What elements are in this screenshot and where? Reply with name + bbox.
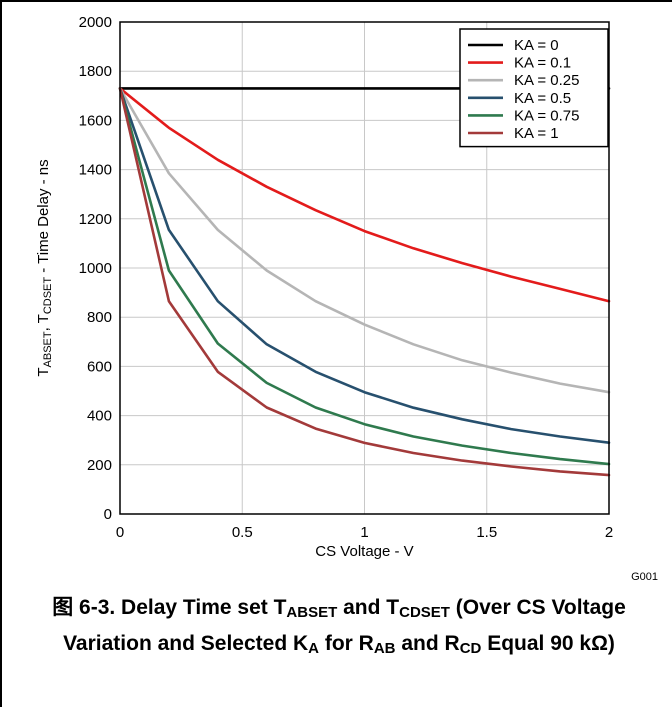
caption-text: (Over CS Voltage Variation and Selected … <box>63 596 626 655</box>
y-tick-label: 0 <box>104 506 112 523</box>
legend-label-5: KA = 1 <box>514 125 559 142</box>
series-line-3 <box>118 87 611 445</box>
figure-caption: 图 6-3. Delay Time set TABSET and TCDSET … <box>8 592 670 664</box>
y-axis-label-part: ABSET <box>42 331 54 367</box>
x-tick-label: 1.5 <box>476 524 497 541</box>
y-tick-label: 1400 <box>79 162 112 179</box>
caption-subscript: CDSET <box>399 604 450 621</box>
y-tick-label: 1800 <box>79 63 112 80</box>
page-frame-left <box>0 0 2 707</box>
caption-text: 图 6-3. Delay Time set T <box>52 596 287 619</box>
y-axis-label-part: T <box>35 367 52 376</box>
y-axis-label-part: , T <box>35 314 52 331</box>
legend-label-4: KA = 0.75 <box>514 107 579 124</box>
caption-text: for R <box>319 632 374 655</box>
caption-text: and T <box>337 596 400 619</box>
y-tick-label: 1600 <box>79 112 112 129</box>
y-tick-label: 2000 <box>79 14 112 31</box>
figure-code: G001 <box>631 571 658 583</box>
caption-text: Equal 90 kΩ) <box>481 632 615 655</box>
caption-subscript: ABSET <box>286 604 338 621</box>
x-tick-label: 1 <box>360 524 368 541</box>
caption-subscript: CD <box>459 640 482 657</box>
page-frame-top <box>0 0 672 2</box>
y-axis-label-part: CDSET <box>42 277 54 315</box>
series-line-5 <box>118 87 611 477</box>
legend-label-0: KA = 0 <box>514 37 559 54</box>
x-axis-label: CS Voltage - V <box>315 543 413 560</box>
tick-labels: 0 0.5 1 1.5 2 0 200 400 600 800 1000 1200 1400 1600 18… <box>79 14 614 541</box>
y-tick-label: 1200 <box>79 211 112 228</box>
delay-time-chart: 0 0.5 1 1.5 2 0 200 400 600 800 1000 1200 1400 1600 18… <box>35 14 658 583</box>
legend-label-2: KA = 0.25 <box>514 72 579 89</box>
x-tick-label: 0 <box>116 524 124 541</box>
y-axis-label: TABSET, TCDSET - Time Delay - ns <box>35 159 54 376</box>
y-tick-label: 600 <box>87 358 112 375</box>
series-line-4 <box>118 87 611 466</box>
x-tick-label: 2 <box>605 524 613 541</box>
y-tick-label: 400 <box>87 408 112 425</box>
caption-subscript: A <box>308 640 320 657</box>
x-tick-label: 0.5 <box>232 524 253 541</box>
plot-border <box>119 21 610 515</box>
series-line-1 <box>118 87 611 303</box>
legend-label-1: KA = 0.1 <box>514 55 571 72</box>
y-tick-label: 800 <box>87 309 112 326</box>
caption-subscript: AB <box>373 640 396 657</box>
caption-text: and R <box>395 632 460 655</box>
y-tick-label: 1000 <box>79 260 112 277</box>
series-line-2 <box>118 87 611 394</box>
y-tick-label: 200 <box>87 457 112 474</box>
y-axis-label-part: - Time Delay - ns <box>35 159 52 277</box>
legend-label-3: KA = 0.5 <box>514 90 571 107</box>
legend-box <box>459 28 609 148</box>
